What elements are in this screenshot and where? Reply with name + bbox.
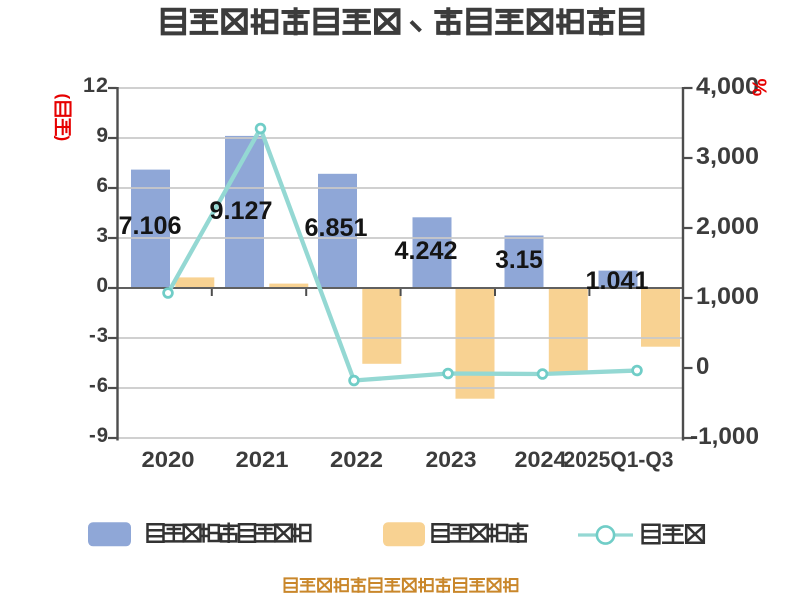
- svg-text:%: %: [748, 79, 770, 97]
- svg-text:9.127: 9.127: [210, 197, 273, 225]
- svg-text:-6: -6: [89, 374, 109, 397]
- svg-text:0: 0: [696, 353, 709, 380]
- svg-text:2,000: 2,000: [696, 213, 759, 240]
- svg-text:1.041: 1.041: [586, 267, 649, 295]
- svg-text:12: 12: [83, 74, 109, 97]
- svg-text:2025Q1-Q3: 2025Q1-Q3: [564, 447, 674, 472]
- svg-text:1,000: 1,000: [696, 283, 759, 310]
- svg-text:2020: 2020: [142, 447, 195, 472]
- svg-text:2021: 2021: [236, 447, 289, 472]
- svg-text:4.242: 4.242: [395, 237, 458, 265]
- svg-text:9: 9: [96, 124, 109, 147]
- svg-text:-1,000: -1,000: [690, 423, 759, 450]
- svg-text:2023: 2023: [426, 447, 477, 472]
- svg-text:2024: 2024: [515, 447, 568, 472]
- svg-text:(: (: [54, 94, 73, 100]
- svg-text:3.15: 3.15: [495, 246, 543, 274]
- svg-text:2022: 2022: [330, 447, 383, 472]
- svg-text:6.851: 6.851: [305, 214, 368, 242]
- svg-text:3: 3: [96, 224, 109, 247]
- svg-text:6: 6: [96, 174, 109, 197]
- svg-text:-9: -9: [89, 424, 109, 447]
- svg-text:0: 0: [96, 274, 109, 297]
- svg-text:4,000: 4,000: [696, 73, 759, 100]
- svg-text:): ): [54, 136, 73, 142]
- svg-text:7.106: 7.106: [119, 212, 182, 240]
- svg-text:3,000: 3,000: [696, 143, 759, 170]
- svg-text:-3: -3: [89, 324, 109, 347]
